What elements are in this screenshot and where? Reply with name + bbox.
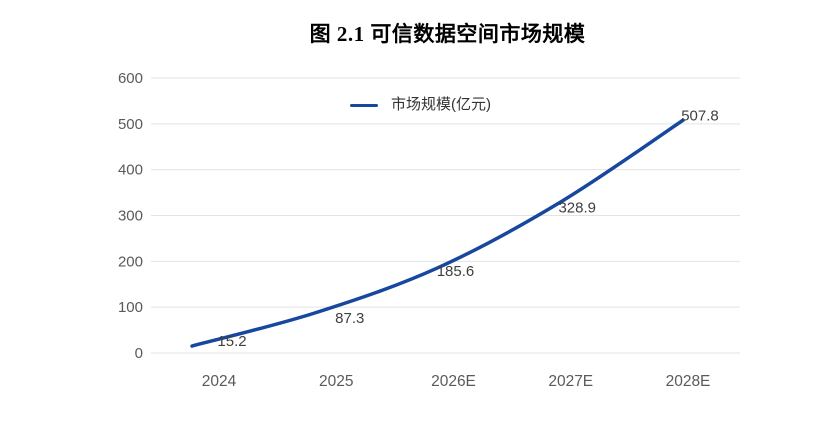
data-labels-group: 15.2 87.3 185.6 328.9 507.8 bbox=[217, 107, 718, 350]
legend: 市场规模(亿元) bbox=[350, 97, 491, 113]
data-point-label: 507.8 bbox=[681, 107, 719, 124]
data-point-label: 15.2 bbox=[217, 333, 246, 350]
y-tick-label: 600 bbox=[118, 70, 143, 87]
x-axis-labels-group: 2024 2025 2026E 2027E 2028E bbox=[202, 373, 711, 390]
x-tick-label: 2026E bbox=[431, 373, 476, 390]
legend-series-label: 市场规模(亿元) bbox=[391, 96, 491, 113]
x-tick-label: 2028E bbox=[666, 373, 711, 390]
series-line bbox=[190, 118, 685, 348]
chart-title: 图 2.1 可信数据空间市场规模 bbox=[309, 22, 586, 46]
y-tick-label: 200 bbox=[118, 253, 143, 270]
x-tick-label: 2027E bbox=[548, 373, 593, 390]
x-tick-label: 2024 bbox=[202, 373, 237, 390]
y-tick-label: 500 bbox=[118, 116, 143, 133]
y-tick-label: 100 bbox=[118, 299, 143, 316]
gridlines-group bbox=[151, 77, 740, 354]
legend-line-marker-icon bbox=[350, 103, 378, 107]
y-tick-label: 0 bbox=[135, 345, 143, 362]
y-tick-label: 400 bbox=[118, 162, 143, 179]
y-axis-labels-group: 0 100 200 300 400 500 600 bbox=[118, 70, 143, 362]
x-tick-label: 2025 bbox=[319, 373, 353, 390]
data-point-label: 87.3 bbox=[335, 310, 364, 327]
data-point-label: 328.9 bbox=[558, 199, 596, 216]
data-point-label: 185.6 bbox=[437, 263, 475, 280]
y-tick-label: 300 bbox=[118, 208, 143, 225]
